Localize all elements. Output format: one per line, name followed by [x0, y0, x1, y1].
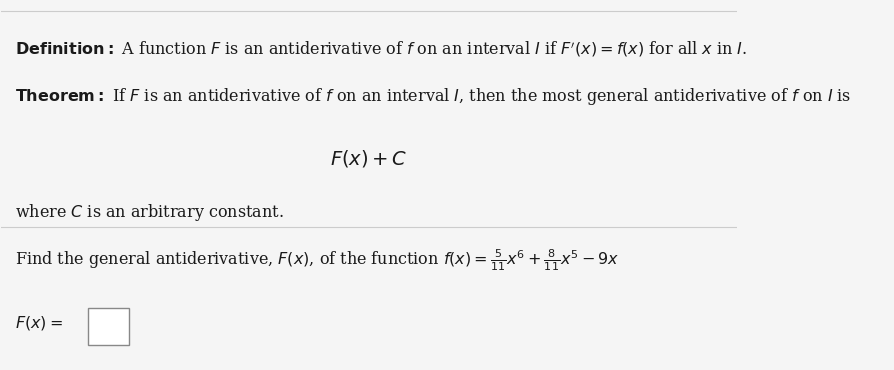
- Text: $\bf{Theorem:}$ If $F$ is an antiderivative of $f$ on an interval $I$, then the : $\bf{Theorem:}$ If $F$ is an antiderivat…: [14, 86, 851, 107]
- Text: $\bf{Definition:}$ A function $F$ is an antiderivative of $f$ on an interval $I$: $\bf{Definition:}$ A function $F$ is an …: [14, 40, 746, 59]
- Text: Find the general antiderivative, $F(x)$, of the function $f(x) = \frac{5}{11}x^6: Find the general antiderivative, $F(x)$,…: [14, 248, 619, 273]
- Text: $F(x) + C$: $F(x) + C$: [330, 148, 408, 169]
- Text: $F(x) =$: $F(x) =$: [14, 313, 63, 332]
- FancyBboxPatch shape: [89, 308, 129, 345]
- Text: where $C$ is an arbitrary constant.: where $C$ is an arbitrary constant.: [14, 202, 283, 222]
